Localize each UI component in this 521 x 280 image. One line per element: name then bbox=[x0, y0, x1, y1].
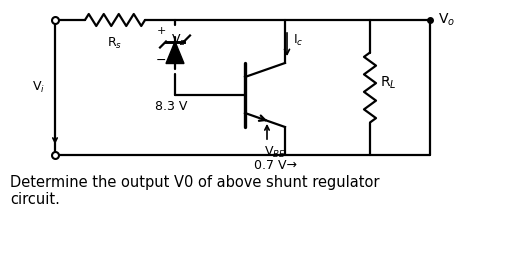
Text: V$_z$: V$_z$ bbox=[171, 33, 187, 48]
Text: 8.3 V: 8.3 V bbox=[155, 100, 187, 113]
Text: V$_{BE}$: V$_{BE}$ bbox=[264, 145, 286, 160]
Text: +: + bbox=[156, 25, 166, 36]
Text: R$_L$: R$_L$ bbox=[380, 74, 396, 91]
Polygon shape bbox=[166, 41, 184, 64]
Text: 0.7 V→: 0.7 V→ bbox=[254, 159, 296, 172]
Text: −: − bbox=[156, 54, 166, 67]
Text: I$_c$: I$_c$ bbox=[293, 33, 304, 48]
Text: V$_i$: V$_i$ bbox=[32, 80, 45, 95]
Text: R$_s$: R$_s$ bbox=[107, 36, 122, 51]
Text: V$_o$: V$_o$ bbox=[438, 12, 455, 28]
Text: Determine the output V0 of above shunt regulator
circuit.: Determine the output V0 of above shunt r… bbox=[10, 175, 379, 207]
